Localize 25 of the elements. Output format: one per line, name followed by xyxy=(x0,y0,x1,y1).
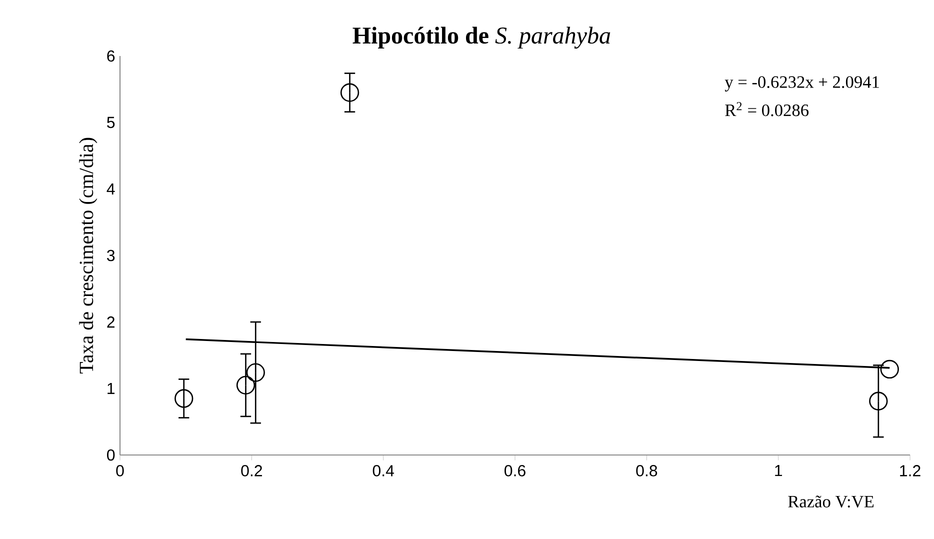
point xyxy=(246,363,265,382)
point xyxy=(340,83,360,102)
y-axis-title: Taxa de crescimento (cm/dia) xyxy=(79,138,98,374)
x-tick-label: 0.6 xyxy=(504,465,526,476)
y-tick-label: 2 xyxy=(107,316,114,328)
x-tick-label: 0 xyxy=(116,465,124,476)
y-tick-label: 1 xyxy=(108,383,115,394)
annotation: y = -0.6232x + 2.0941 xyxy=(724,76,879,92)
x-tick-label: 0.2 xyxy=(241,465,262,476)
y-tick-label: 4 xyxy=(106,184,115,194)
point xyxy=(869,392,888,410)
point xyxy=(174,389,194,408)
y-tick-label: 5 xyxy=(107,116,115,128)
x-tick-label: 0.4 xyxy=(372,465,394,476)
y-tick-label: 0 xyxy=(107,449,115,461)
annotation: R$^{2}$ = 0.0286 xyxy=(725,102,809,116)
point xyxy=(236,376,256,395)
x-tick-label: 0.8 xyxy=(636,465,658,476)
x-tick-label: 1.2 xyxy=(900,465,920,476)
y-tick-label: 6 xyxy=(107,50,115,62)
chart-title: Hipocótilo de S. parahyba xyxy=(352,26,610,49)
point xyxy=(880,360,899,379)
y-tick-label: 3 xyxy=(107,250,115,262)
x-axis-title: Razão V:VE xyxy=(788,496,874,508)
x-tick-label: 1 xyxy=(775,465,782,476)
